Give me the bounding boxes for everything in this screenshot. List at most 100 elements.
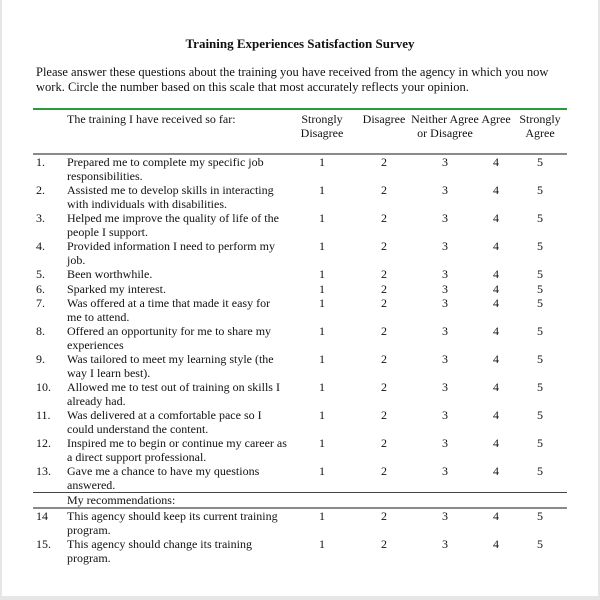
rating-option-1[interactable]: 1 — [319, 436, 325, 450]
header-rule — [33, 108, 567, 110]
rating-option-2[interactable]: 2 — [381, 296, 387, 310]
rating-option-1[interactable]: 1 — [319, 155, 325, 169]
rating-option-2[interactable]: 2 — [381, 324, 387, 338]
rating-option-3[interactable]: 3 — [442, 281, 448, 296]
rating-option-5[interactable]: 5 — [537, 537, 543, 551]
survey-item: 5. Been worthwhile. 1 2 3 4 5 — [33, 267, 567, 282]
rating-option-1[interactable]: 1 — [319, 537, 325, 551]
rating-option-3[interactable]: 3 — [442, 155, 448, 169]
rating-option-5[interactable]: 5 — [537, 324, 543, 338]
rating-option-5[interactable]: 5 — [537, 155, 543, 169]
survey-item: 3. Helped me improve the quality of life … — [33, 211, 567, 239]
rating-option-1[interactable]: 1 — [319, 324, 325, 338]
rating-option-4[interactable]: 4 — [493, 239, 499, 253]
recommendations-heading: My recommendations: — [67, 493, 176, 507]
survey-item: 13. Gave me a chance to have my questions… — [33, 464, 567, 492]
rating-option-5[interactable]: 5 — [537, 509, 543, 523]
divider — [33, 492, 567, 493]
rating-option-2[interactable]: 2 — [381, 408, 387, 422]
rating-option-4[interactable]: 4 — [493, 509, 499, 523]
rating-option-3[interactable]: 3 — [442, 509, 448, 523]
header-strongly-agree: Strongly Agree — [519, 112, 561, 140]
rating-option-3[interactable]: 3 — [442, 537, 448, 551]
item-text: Was delivered at a comfortable pace so I… — [67, 408, 262, 436]
rating-option-5[interactable]: 5 — [537, 464, 543, 478]
header-disagree: Disagree — [362, 112, 406, 126]
rating-option-5[interactable]: 5 — [537, 352, 543, 366]
rating-option-4[interactable]: 4 — [493, 281, 499, 296]
item-number: 6. — [36, 281, 45, 296]
rating-option-5[interactable]: 5 — [537, 267, 543, 281]
rating-option-5[interactable]: 5 — [537, 281, 543, 296]
rating-option-3[interactable]: 3 — [442, 267, 448, 281]
rating-option-2[interactable]: 2 — [381, 267, 387, 281]
item-text: This agency should keep its current trai… — [67, 509, 278, 537]
rating-option-4[interactable]: 4 — [493, 408, 499, 422]
rating-option-2[interactable]: 2 — [381, 239, 387, 253]
rating-option-2[interactable]: 2 — [381, 380, 387, 394]
rating-option-5[interactable]: 5 — [537, 296, 543, 310]
rating-option-3[interactable]: 3 — [442, 464, 448, 478]
table-header: The training I have received so far: Str… — [33, 110, 567, 153]
rating-option-4[interactable]: 4 — [493, 436, 499, 450]
rating-option-4[interactable]: 4 — [493, 352, 499, 366]
rating-option-5[interactable]: 5 — [537, 408, 543, 422]
rating-option-3[interactable]: 3 — [442, 183, 448, 197]
rating-option-4[interactable]: 4 — [493, 296, 499, 310]
rating-option-4[interactable]: 4 — [493, 183, 499, 197]
rating-option-1[interactable]: 1 — [319, 267, 325, 281]
rating-option-4[interactable]: 4 — [493, 464, 499, 478]
rating-option-3[interactable]: 3 — [442, 324, 448, 338]
rating-option-1[interactable]: 1 — [319, 408, 325, 422]
rating-option-1[interactable]: 1 — [319, 296, 325, 310]
rating-option-1[interactable]: 1 — [319, 239, 325, 253]
item-text: Was tailored to meet my learning style (… — [67, 352, 274, 380]
rating-option-3[interactable]: 3 — [442, 436, 448, 450]
item-number: 11. — [36, 408, 51, 422]
rating-option-2[interactable]: 2 — [381, 211, 387, 225]
rating-option-3[interactable]: 3 — [442, 408, 448, 422]
rating-option-2[interactable]: 2 — [381, 352, 387, 366]
rating-option-3[interactable]: 3 — [442, 211, 448, 225]
item-text: Provided information I need to perform m… — [67, 239, 275, 267]
rating-option-3[interactable]: 3 — [442, 380, 448, 394]
rating-option-3[interactable]: 3 — [442, 352, 448, 366]
rating-option-5[interactable]: 5 — [537, 239, 543, 253]
rating-option-2[interactable]: 2 — [381, 183, 387, 197]
rating-option-4[interactable]: 4 — [493, 380, 499, 394]
rating-option-4[interactable]: 4 — [493, 211, 499, 225]
rating-option-1[interactable]: 1 — [319, 183, 325, 197]
rating-option-5[interactable]: 5 — [537, 211, 543, 225]
rating-option-4[interactable]: 4 — [493, 155, 499, 169]
rating-option-1[interactable]: 1 — [319, 352, 325, 366]
rating-option-1[interactable]: 1 — [319, 464, 325, 478]
item-number: 14 — [36, 509, 48, 523]
rating-option-2[interactable]: 2 — [381, 537, 387, 551]
rating-option-5[interactable]: 5 — [537, 436, 543, 450]
item-number: 3. — [36, 211, 45, 225]
header-prompt: The training I have received so far: — [67, 112, 236, 126]
item-number: 5. — [36, 267, 45, 281]
rating-option-1[interactable]: 1 — [319, 281, 325, 296]
survey-item: 8. Offered an opportunity for me to share… — [33, 324, 567, 352]
rating-option-1[interactable]: 1 — [319, 211, 325, 225]
rating-option-2[interactable]: 2 — [381, 509, 387, 523]
rating-option-4[interactable]: 4 — [493, 537, 499, 551]
rating-option-1[interactable]: 1 — [319, 380, 325, 394]
rating-option-3[interactable]: 3 — [442, 296, 448, 310]
item-text: Gave me a chance to have my questions an… — [67, 464, 260, 492]
rating-option-5[interactable]: 5 — [537, 183, 543, 197]
survey-item: 15. This agency should change its trainin… — [33, 537, 567, 565]
rating-option-4[interactable]: 4 — [493, 267, 499, 281]
rating-option-4[interactable]: 4 — [493, 324, 499, 338]
rating-option-2[interactable]: 2 — [381, 436, 387, 450]
rating-option-1[interactable]: 1 — [319, 509, 325, 523]
rating-option-2[interactable]: 2 — [381, 281, 387, 296]
recommendations-list: 14 This agency should keep its current tr… — [33, 509, 567, 565]
rating-option-2[interactable]: 2 — [381, 155, 387, 169]
rating-option-5[interactable]: 5 — [537, 380, 543, 394]
rating-option-2[interactable]: 2 — [381, 464, 387, 478]
survey-item: 10. Allowed me to test out of training on… — [33, 380, 567, 408]
rating-option-3[interactable]: 3 — [442, 239, 448, 253]
survey-item: 14 This agency should keep its current tr… — [33, 509, 567, 537]
